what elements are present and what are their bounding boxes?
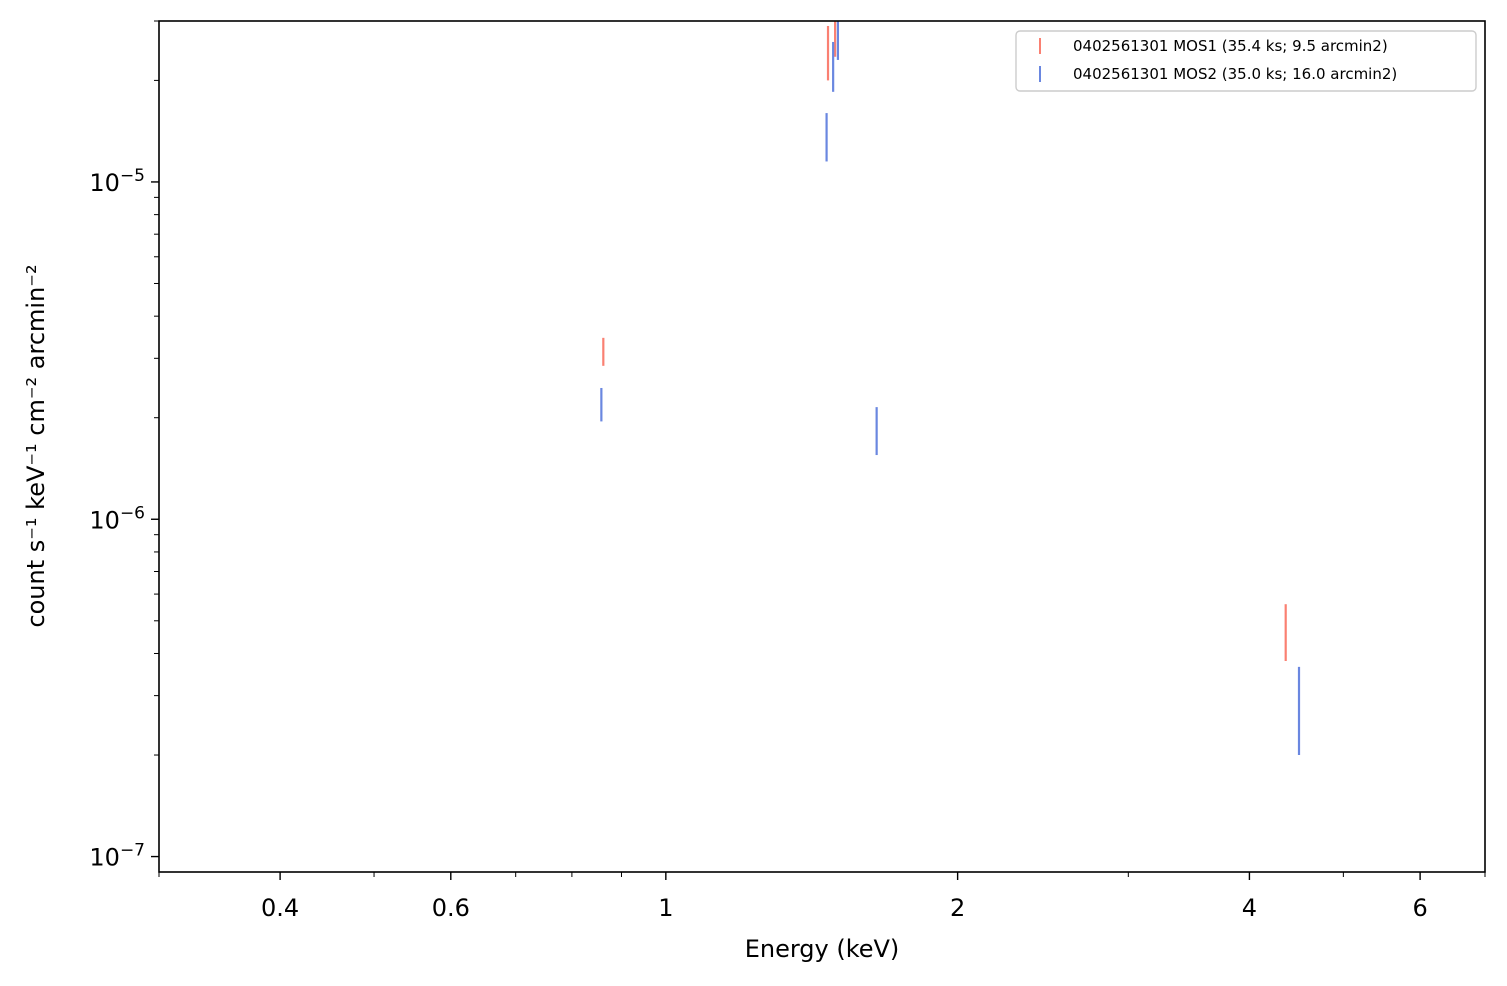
y-tick-label: 10−5: [89, 166, 145, 197]
y-tick-label: 10−6: [89, 503, 145, 534]
x-tick-label: 6: [1412, 894, 1427, 922]
x-tick-label: 0.6: [432, 894, 470, 922]
legend: 0402561301 MOS1 (35.4 ks; 9.5 arcmin2) 04…: [1015, 30, 1477, 92]
plot-area: [600, 21, 1301, 756]
legend-label-series1: 0402561301 MOS1 (35.4 ks; 9.5 arcmin2): [1073, 37, 1388, 55]
x-tick-label: 1: [658, 894, 673, 922]
axis-ticks: 0.4 0.6 1 2 4 6 10−7 10−6 10−5: [89, 20, 1486, 922]
legend-box: [1015, 30, 1477, 92]
x-tick-label: 4: [1242, 894, 1257, 922]
legend-label-series2: 0402561301 MOS2 (35.0 ks; 16.0 arcmin2): [1073, 65, 1397, 83]
x-tick-label: 2: [950, 894, 965, 922]
axes-frame: [158, 20, 1486, 873]
y-axis-label: count s⁻¹ keV⁻¹ cm⁻² arcmin⁻²: [22, 264, 50, 627]
x-axis-label: Energy (keV): [745, 935, 900, 963]
y-tick-label: 10−7: [89, 841, 145, 872]
x-tick-label: 0.4: [261, 894, 299, 922]
